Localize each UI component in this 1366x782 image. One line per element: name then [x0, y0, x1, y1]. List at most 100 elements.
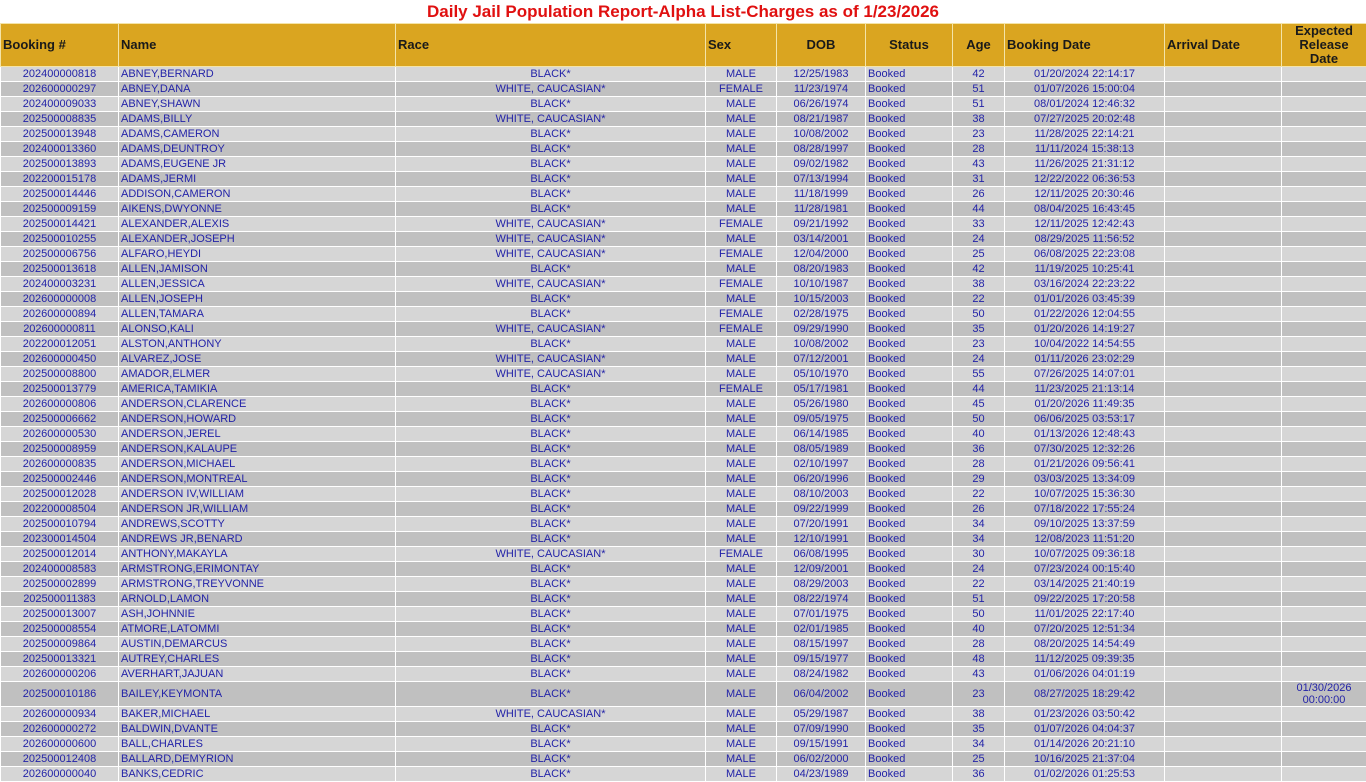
cell-booking-date: 01/07/2026 15:00:04	[1005, 82, 1165, 97]
cell-expected-release-date	[1282, 202, 1366, 217]
cell-booking-date: 12/11/2025 20:30:46	[1005, 187, 1165, 202]
cell-arrival-date	[1165, 752, 1282, 767]
cell-expected-release-date	[1282, 292, 1366, 307]
cell-status: Booked	[866, 232, 953, 247]
cell-dob: 08/15/1997	[777, 637, 866, 652]
col-name[interactable]: Name	[119, 24, 396, 67]
cell-arrival-date	[1165, 97, 1282, 112]
cell-sex: FEMALE	[706, 277, 777, 292]
col-booking-number[interactable]: Booking #	[1, 24, 119, 67]
col-age[interactable]: Age	[953, 24, 1005, 67]
cell-arrival-date	[1165, 232, 1282, 247]
col-expected-release-date[interactable]: Expected Release Date	[1282, 24, 1366, 67]
col-status[interactable]: Status	[866, 24, 953, 67]
cell-booking-number: 202600000206	[1, 667, 119, 682]
cell-race: WHITE, CAUCASIAN*	[396, 547, 706, 562]
cell-dob: 07/01/1975	[777, 607, 866, 622]
cell-arrival-date	[1165, 217, 1282, 232]
cell-age: 28	[953, 637, 1005, 652]
cell-sex: MALE	[706, 412, 777, 427]
cell-age: 34	[953, 517, 1005, 532]
col-sex[interactable]: Sex	[706, 24, 777, 67]
col-arrival-date[interactable]: Arrival Date	[1165, 24, 1282, 67]
cell-expected-release-date: 01/30/2026 00:00:00	[1282, 682, 1366, 707]
cell-dob: 09/02/1982	[777, 157, 866, 172]
col-booking-date[interactable]: Booking Date	[1005, 24, 1165, 67]
cell-status: Booked	[866, 722, 953, 737]
cell-booking-number: 202300014504	[1, 532, 119, 547]
col-race[interactable]: Race	[396, 24, 706, 67]
cell-booking-number: 202400013360	[1, 142, 119, 157]
cell-arrival-date	[1165, 487, 1282, 502]
cell-expected-release-date	[1282, 82, 1366, 97]
cell-race: BLACK*	[396, 682, 706, 707]
cell-race: BLACK*	[396, 517, 706, 532]
cell-booking-date: 07/23/2024 00:15:40	[1005, 562, 1165, 577]
cell-expected-release-date	[1282, 607, 1366, 622]
cell-expected-release-date	[1282, 397, 1366, 412]
cell-status: Booked	[866, 412, 953, 427]
cell-arrival-date	[1165, 292, 1282, 307]
cell-sex: MALE	[706, 652, 777, 667]
cell-expected-release-date	[1282, 577, 1366, 592]
cell-arrival-date	[1165, 767, 1282, 782]
cell-booking-date: 01/21/2026 09:56:41	[1005, 457, 1165, 472]
cell-name: ANDERSON,MICHAEL	[119, 457, 396, 472]
cell-status: Booked	[866, 217, 953, 232]
cell-expected-release-date	[1282, 737, 1366, 752]
cell-status: Booked	[866, 577, 953, 592]
cell-status: Booked	[866, 517, 953, 532]
cell-arrival-date	[1165, 682, 1282, 707]
cell-status: Booked	[866, 142, 953, 157]
cell-race: WHITE, CAUCASIAN*	[396, 277, 706, 292]
col-dob[interactable]: DOB	[777, 24, 866, 67]
